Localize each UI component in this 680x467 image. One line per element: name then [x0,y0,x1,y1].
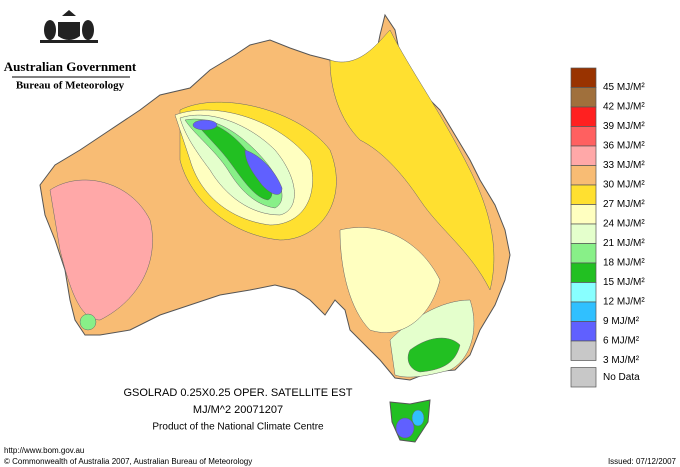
legend-swatch [570,243,597,264]
legend-label: 30 MJ/M² [603,180,645,191]
legend-swatch [570,223,597,244]
legend-swatch [570,282,597,303]
legend-label: No Data [603,372,640,383]
issued-date: Issued: 07/12/2007 [608,457,677,466]
radiation-zone [411,409,425,427]
legend-label: 3 MJ/M² [603,355,640,366]
caption-line: Product of the National Climate Centre [152,422,324,433]
legend-swatch [570,204,597,225]
legend-label: 12 MJ/M² [603,297,645,308]
url: http://www.bom.gov.au [4,446,84,455]
legend-label: 39 MJ/M² [603,121,645,132]
legend-swatch [570,184,597,205]
radiation-zone [329,29,495,291]
radiation-zone [395,417,415,439]
zones [49,29,495,439]
legend-label: 21 MJ/M² [603,238,645,249]
legend-label: 9 MJ/M² [603,316,640,327]
legend-swatch [570,106,597,127]
radiation-zone [244,149,283,195]
bureau-title: Bureau of Meteorology [16,80,125,92]
legend-label: 42 MJ/M² [603,102,645,113]
legend-label: 45 MJ/M² [603,82,645,93]
legend-swatch [570,165,597,186]
emblem [40,10,98,43]
legend-swatch [570,126,597,147]
radiation-zone [49,179,153,321]
agency-title: Australian Government [4,59,137,74]
legend-label: 27 MJ/M² [603,199,645,210]
legend-label: 24 MJ/M² [603,219,645,230]
legend-swatch [570,340,597,361]
radiation-zone [194,121,273,201]
legend-swatch [570,262,597,283]
legend-label: 15 MJ/M² [603,277,645,288]
legend-label: 18 MJ/M² [603,258,645,269]
legend-swatch [570,145,597,166]
legend-swatch [570,301,597,322]
legend-swatch [570,87,597,108]
legend-label: 6 MJ/M² [603,336,640,347]
legend-label: 33 MJ/M² [603,160,645,171]
radiation-zone [339,227,441,333]
legend-swatch [570,67,597,88]
radiation-zone [407,337,461,373]
legend: 45 MJ/M² 42 MJ/M² 39 MJ/M² 36 MJ/M² 33 MJ/M²… [570,67,645,388]
copyright: © Commonwealth of Australia 2007, Austra… [4,457,252,466]
caption-line: GSOLRAD 0.25X0.25 OPER. SATELLITE EST [123,387,352,399]
legend-label: 36 MJ/M² [603,141,645,152]
radiation-zone [192,119,218,131]
legend-swatch [570,321,597,342]
legend-swatch [570,367,597,388]
caption-line: MJ/M^2 20071207 [193,404,283,416]
radiation-zone [79,313,97,331]
